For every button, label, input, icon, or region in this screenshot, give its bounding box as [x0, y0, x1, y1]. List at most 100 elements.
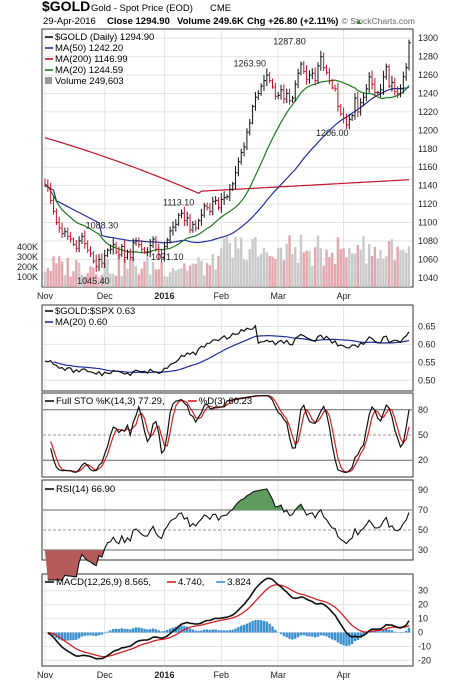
volume-bar [132, 258, 134, 287]
macd-histogram-bar [206, 629, 208, 632]
ratio-tick-label: 0.50 [418, 375, 436, 385]
volume-tick-label: 100K [17, 272, 38, 282]
volume-bar [197, 257, 199, 287]
macd-histogram-bar [217, 630, 219, 632]
x-axis-label: Feb [214, 670, 230, 680]
macd-histogram-bar [146, 629, 148, 632]
macd-histogram-bar [251, 621, 253, 633]
macd-histogram-bar [92, 633, 94, 636]
price-tick-label: 1160 [418, 162, 437, 172]
macd-histogram-bar [78, 633, 80, 639]
volume-bar [365, 264, 367, 287]
volume-bar [280, 248, 282, 287]
macd-histogram-bar [391, 630, 393, 632]
change-value: Chg +26.80 (+2.11%) [247, 16, 338, 27]
price-legend-entry: MA(200) 1146.99 [55, 54, 128, 65]
macd-histogram-bar [95, 633, 97, 637]
volume-bar [286, 244, 288, 287]
macd-histogram-bar [260, 620, 262, 632]
volume-bar [317, 235, 319, 287]
volume-bar [115, 276, 117, 287]
macd-histogram-bar [314, 633, 316, 638]
macd-histogram-bar [249, 623, 251, 633]
volume-bar [308, 251, 310, 287]
macd-legend-entry: 4.740, [178, 577, 204, 588]
volume-bar [263, 248, 265, 287]
volume-bar [297, 263, 299, 287]
macd-histogram-bar [195, 631, 197, 633]
macd-histogram-bar [143, 629, 145, 633]
volume-bar [126, 269, 128, 287]
macd-histogram-bar [69, 633, 71, 641]
volume-bar [240, 238, 242, 287]
macd-histogram-bar [158, 630, 160, 632]
macd-histogram-bar [317, 633, 319, 637]
volume-bar [377, 258, 379, 287]
macd-histogram-bar [379, 631, 381, 632]
volume-bar [44, 272, 46, 287]
macd-histogram-bar [214, 629, 216, 632]
volume-bar [274, 259, 276, 287]
price-annotation: 1045.40 [77, 276, 110, 286]
volume-bar [359, 250, 361, 287]
volume-bar [385, 256, 387, 287]
macd-legend-entry: MACD(12,26,9) 8.565, [56, 577, 151, 588]
volume-bar [152, 262, 154, 287]
macd-histogram-bar [283, 633, 285, 637]
macd-histogram-bar [212, 630, 214, 633]
macd-histogram-bar [203, 630, 205, 633]
macd-histogram-bar [106, 632, 108, 633]
price-tick-label: 1120 [418, 199, 437, 209]
volume-bar [266, 252, 268, 287]
macd-histogram-bar [300, 633, 302, 636]
macd-histogram-bar [311, 633, 313, 637]
macd-histogram-bar [340, 633, 342, 645]
volume-tick-label: 300K [17, 252, 38, 262]
volume-bar [229, 243, 231, 287]
volume-bar [351, 253, 353, 287]
rsi-legend-entry: RSI(14) 66.90 [56, 484, 115, 495]
macd-histogram-bar [268, 624, 270, 633]
x-axis-label: Nov [37, 670, 54, 680]
macd-histogram-bar [132, 628, 134, 632]
macd-legend-entry: 3.824 [227, 577, 251, 588]
volume-bar [212, 254, 214, 287]
volume-bar [388, 241, 390, 287]
macd-histogram-bar [254, 620, 256, 633]
x-axis-label: Dec [97, 291, 114, 301]
macd-histogram-bar [138, 627, 140, 632]
macd-histogram-bar [229, 630, 231, 632]
macd-histogram-bar [408, 628, 410, 633]
volume-bar [192, 264, 194, 287]
volume-bar [58, 256, 60, 287]
volume-bar [206, 263, 208, 287]
ratio-legend-entry: $GOLD:$SPX 0.63 [55, 306, 135, 317]
volume-bar [189, 266, 191, 287]
volume-bar [408, 246, 410, 287]
volume-bar [163, 276, 165, 287]
price-annotation: 1263.90 [233, 58, 266, 68]
volume-bar [303, 253, 305, 287]
volume-bar [394, 260, 396, 287]
chart-date: 29-Apr-2016 [43, 16, 96, 27]
volume-bar [405, 253, 407, 287]
ratio-tick-label: 0.55 [418, 357, 436, 367]
volume-bar [271, 257, 273, 287]
macd-tick-label: -10 [418, 641, 431, 651]
volume-bar [249, 249, 251, 287]
macd-histogram-bar [84, 633, 86, 636]
volume-bar [67, 258, 69, 287]
x-axis-label: Dec [97, 670, 114, 680]
macd-histogram-bar [140, 628, 142, 632]
volume-bar [160, 262, 162, 287]
macd-histogram-bar [399, 633, 401, 634]
symbol-description: Gold - Spot Price (EOD) [91, 3, 193, 14]
macd-histogram-bar [328, 633, 330, 638]
exchange-label: CME [210, 3, 231, 14]
macd-histogram-bar [388, 630, 390, 633]
ratio-tick-label: 0.60 [418, 339, 436, 349]
price-tick-label: 1260 [418, 70, 438, 80]
macd-tick-label: 10 [418, 614, 428, 624]
